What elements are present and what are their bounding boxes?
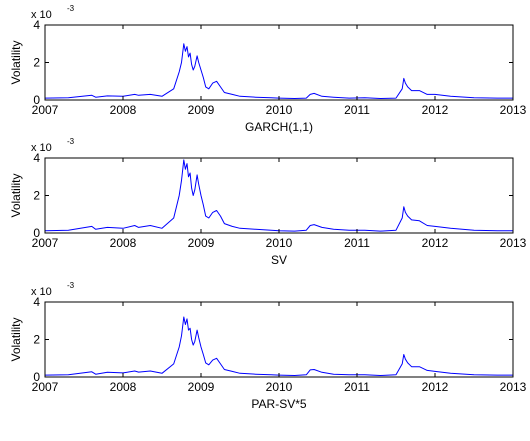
y-axis-label: Volatility — [9, 317, 23, 361]
x-tick-label: 2009 — [188, 380, 215, 394]
y-exponent-power: -3 — [67, 137, 75, 146]
y-exponent-power: -3 — [67, 281, 75, 290]
chart-panel-3: 2007 2008 2009 2010 2011 2012 2013 0 2 4x 10 -3 Vol… — [9, 281, 527, 411]
x-axis-label: GARCH(1,1) — [245, 120, 313, 134]
y-tick-label: 4 — [33, 151, 40, 165]
x-tick-label: 2011 — [344, 380, 370, 394]
x-tick-label: 2008 — [110, 236, 137, 250]
y-exponent-label: x 10 — [31, 9, 52, 21]
x-tick-label: 2012 — [422, 103, 449, 117]
x-tick-label: 2013 — [500, 380, 527, 394]
y-tick-label: 2 — [33, 189, 40, 203]
x-tick-label: 2013 — [500, 103, 527, 117]
x-tick-label: 2011 — [344, 236, 370, 250]
y-tick-label: 0 — [33, 370, 40, 384]
chart-panel-1: 2007 2008 2009 2010 2011 2012 2013 0 2 4x 10 -3 Vol… — [9, 4, 527, 134]
plot-frame — [44, 157, 514, 234]
x-tick-label: 2012 — [422, 236, 449, 250]
chart-panel-2: 2007 2008 2009 2010 2011 2012 2013 0 2 4x 10 -3 Vol… — [9, 137, 527, 267]
x-tick-label: 2007 — [32, 380, 59, 394]
y-tick-label: 2 — [33, 333, 40, 347]
y-exponent-label: x 10 — [31, 142, 52, 154]
y-exponent-power: -3 — [67, 4, 75, 13]
x-tick-label: 2011 — [344, 103, 370, 117]
x-tick-label: 2012 — [422, 380, 449, 394]
y-tick-label: 0 — [33, 226, 40, 240]
x-tick-label: 2009 — [188, 103, 215, 117]
x-tick-label: 2009 — [188, 236, 215, 250]
y-tick-label: 4 — [33, 295, 40, 309]
series-line-1 — [44, 159, 513, 232]
x-tick-label: 2013 — [500, 236, 527, 250]
series-line-1 — [44, 43, 513, 99]
x-tick-label: 2010 — [266, 236, 293, 250]
x-tick-label: 2008 — [110, 103, 137, 117]
plot-frame — [44, 301, 514, 378]
y-tick-label: 0 — [33, 93, 40, 107]
x-axis-label: SV — [271, 253, 287, 267]
x-tick-label: 2008 — [110, 380, 137, 394]
x-tick-label: 2007 — [32, 236, 59, 250]
y-tick-label: 4 — [33, 18, 40, 32]
y-axis-label: Volatility — [9, 40, 23, 84]
x-axis-label: PAR-SV*5 — [251, 397, 306, 411]
y-tick-label: 2 — [33, 56, 40, 70]
series-line-1 — [44, 316, 513, 376]
y-axis-label: Volatility — [9, 173, 23, 217]
x-tick-label: 2010 — [266, 380, 293, 394]
y-exponent-label: x 10 — [31, 286, 52, 298]
plot-frame — [44, 24, 514, 101]
x-tick-label: 2010 — [266, 103, 293, 117]
x-tick-label: 2007 — [32, 103, 59, 117]
